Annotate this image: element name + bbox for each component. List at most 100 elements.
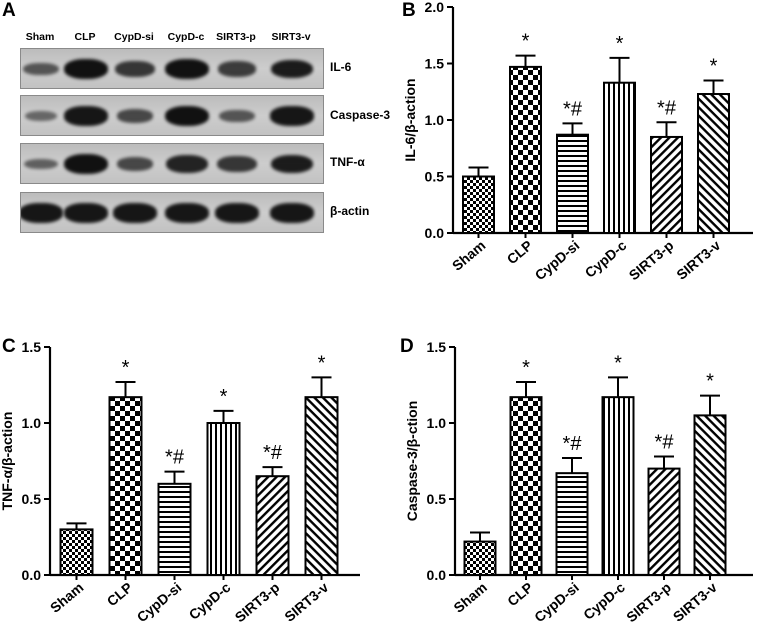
significance-mark: *# bbox=[563, 433, 583, 455]
y-axis-label: IL-6/β-action bbox=[402, 78, 418, 161]
blot-label: Caspase-3 bbox=[330, 108, 391, 122]
blot-band bbox=[64, 106, 108, 126]
bar bbox=[647, 467, 681, 577]
y-tick-label: 1.0 bbox=[427, 415, 447, 431]
x-tick-label: CLP bbox=[104, 579, 136, 609]
y-tick-label: 1.5 bbox=[425, 56, 445, 72]
bar bbox=[304, 396, 339, 576]
blot-band bbox=[21, 203, 63, 223]
lane-label: SIRT3-p bbox=[216, 31, 256, 43]
blot-band bbox=[64, 59, 108, 79]
significance-mark: * bbox=[522, 357, 530, 379]
panel-letter-c: C bbox=[2, 336, 16, 357]
y-tick-label: 0.5 bbox=[425, 169, 445, 185]
y-tick-label: 0.0 bbox=[427, 567, 447, 583]
significance-mark: * bbox=[220, 386, 228, 408]
y-tick-label: 0.5 bbox=[22, 491, 42, 507]
blot-label: TNF-α bbox=[330, 155, 365, 169]
blot-band bbox=[165, 106, 209, 126]
blot-strip-caspase3 bbox=[20, 95, 324, 136]
y-tick-label: 1.5 bbox=[427, 339, 447, 355]
chart-caspase3: 0.0 0.5 1.0 1.5 Caspase-3/β-ction Sham * CLP *# C… bbox=[404, 339, 753, 625]
blot-band bbox=[116, 157, 154, 171]
significance-mark: * bbox=[122, 357, 130, 379]
bar bbox=[509, 396, 543, 576]
bar bbox=[693, 414, 727, 577]
lane-label: CypD-c bbox=[167, 31, 205, 43]
x-tick-label: CypD-si bbox=[531, 579, 582, 625]
blot-band bbox=[113, 203, 157, 223]
y-tick-label: 0.5 bbox=[427, 491, 447, 507]
bar bbox=[601, 396, 635, 576]
blot-band bbox=[24, 158, 58, 170]
x-tick-label: Sham bbox=[450, 579, 489, 616]
blot-band bbox=[165, 203, 209, 223]
blot-band bbox=[217, 156, 257, 172]
significance-mark: *# bbox=[657, 97, 677, 119]
x-tick-label: SIRT3-v bbox=[670, 579, 720, 625]
bar bbox=[556, 133, 589, 234]
blot-strip-il6 bbox=[20, 48, 324, 89]
panel-letter-b: B bbox=[402, 0, 416, 21]
x-tick-label: SIRT3-v bbox=[281, 579, 331, 625]
y-tick-label: 0.0 bbox=[425, 225, 445, 241]
blot-band bbox=[116, 109, 154, 123]
y-axis-label: Caspase-3/β-ction bbox=[404, 401, 420, 522]
blot-band bbox=[217, 61, 257, 77]
bar bbox=[697, 93, 730, 235]
significance-mark: * bbox=[710, 55, 718, 77]
x-tick-label: CypD-c bbox=[186, 579, 234, 623]
significance-mark: *# bbox=[165, 447, 185, 469]
blot-label: IL-6 bbox=[330, 60, 352, 74]
significance-mark: * bbox=[706, 371, 714, 393]
panel-letter-d: D bbox=[400, 336, 414, 357]
significance-mark: *# bbox=[655, 431, 675, 453]
significance-mark: *# bbox=[563, 98, 583, 120]
blot-band bbox=[23, 62, 59, 76]
bar bbox=[555, 472, 589, 576]
x-tick-label: SIRT3-p bbox=[232, 579, 283, 625]
bar bbox=[59, 528, 94, 576]
x-tick-label: Sham bbox=[449, 237, 488, 274]
y-tick-label: 1.0 bbox=[425, 112, 445, 128]
blot-band bbox=[165, 59, 209, 79]
blot-label: β-actin bbox=[330, 204, 370, 218]
y-tick-label: 1.5 bbox=[22, 339, 42, 355]
bar bbox=[255, 475, 290, 576]
x-tick-label: CypD-c bbox=[580, 579, 628, 623]
western-blot: Sham CLP CypD-si CypD-c SIRT3-p SIRT3-v … bbox=[20, 22, 395, 242]
blot-band bbox=[215, 203, 259, 223]
bar bbox=[509, 65, 542, 234]
bar bbox=[206, 422, 241, 576]
x-tick-label: SIRT3-v bbox=[673, 237, 723, 283]
significance-mark: * bbox=[522, 31, 530, 53]
bar bbox=[108, 396, 143, 576]
blot-band bbox=[270, 154, 314, 174]
x-tick-label: Sham bbox=[47, 579, 86, 616]
blot-band bbox=[64, 154, 108, 174]
y-tick-label: 1.0 bbox=[22, 415, 42, 431]
x-tick-label: CLP bbox=[504, 579, 536, 609]
x-tick-label: CLP bbox=[504, 237, 536, 267]
y-axis-label: TNF-α/β-action bbox=[0, 412, 15, 511]
blot-band bbox=[219, 109, 255, 123]
significance-mark: * bbox=[614, 352, 622, 374]
blot-band bbox=[24, 110, 58, 122]
chart-tnfa: 0.0 0.5 1.0 1.5 TNF-α/β-action Sham * CLP *# CypD… bbox=[0, 339, 360, 625]
x-tick-label: CypD-si bbox=[134, 579, 185, 625]
blot-band bbox=[270, 59, 314, 79]
bar bbox=[603, 81, 636, 234]
blot-band bbox=[270, 203, 314, 223]
x-tick-label: CypD-si bbox=[532, 237, 583, 283]
blot-strip-beta-actin bbox=[20, 192, 324, 233]
blot-band bbox=[64, 203, 108, 223]
panel-letter-a: A bbox=[2, 0, 16, 21]
blot-band bbox=[270, 106, 314, 126]
lane-label: CLP bbox=[74, 31, 96, 43]
lane-label: Sham bbox=[25, 31, 55, 43]
x-tick-label: SIRT3-p bbox=[626, 237, 677, 283]
lane-label: SIRT3-v bbox=[271, 31, 311, 43]
blot-band bbox=[115, 61, 155, 77]
y-tick-label: 2.0 bbox=[425, 0, 445, 15]
y-tick-label: 0.0 bbox=[22, 567, 42, 583]
